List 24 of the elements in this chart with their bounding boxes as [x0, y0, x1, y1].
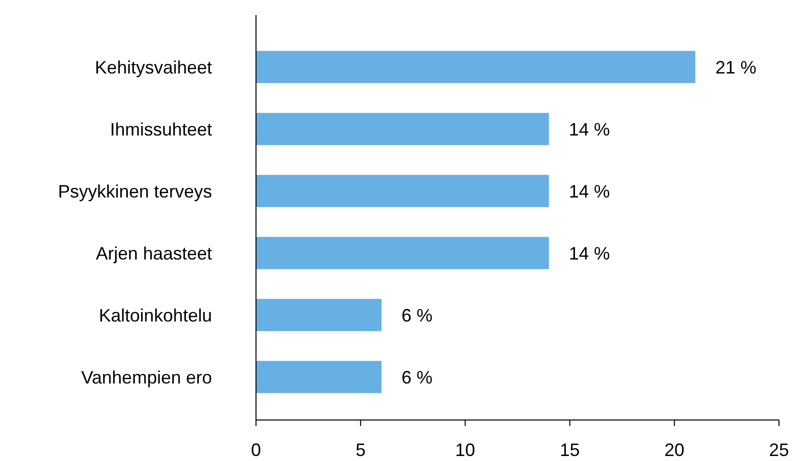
data-label: 6 %: [402, 305, 433, 326]
y-tick-label: Kaltoinkohtelu: [98, 305, 212, 326]
data-label: 14 %: [568, 243, 610, 264]
x-tick-label: 0: [250, 440, 262, 460]
bar: [256, 112, 549, 146]
bar: [256, 236, 549, 270]
data-label: 21 %: [715, 57, 756, 78]
data-label: 6 %: [402, 367, 433, 388]
x-tick-label: 25: [768, 440, 790, 460]
y-tick-label: Arjen haasteet: [96, 243, 212, 264]
x-tick-label: 20: [664, 440, 684, 460]
bar: [256, 50, 696, 84]
y-tick-label: Kehitysvaiheet: [94, 57, 212, 78]
bar: [256, 360, 382, 394]
y-tick-label: Ihmissuhteet: [110, 119, 212, 140]
data-label: 14 %: [568, 119, 610, 140]
y-tick-label: Psyykkinen terveys: [58, 181, 212, 202]
x-tick-label: 10: [455, 440, 476, 460]
y-tick-label: Vanhempien ero: [81, 367, 212, 388]
x-tick-label: 15: [560, 440, 580, 460]
data-label: 14 %: [568, 181, 610, 202]
bar: [256, 298, 382, 332]
x-tick-label: 5: [356, 440, 366, 460]
bar: [256, 174, 549, 208]
